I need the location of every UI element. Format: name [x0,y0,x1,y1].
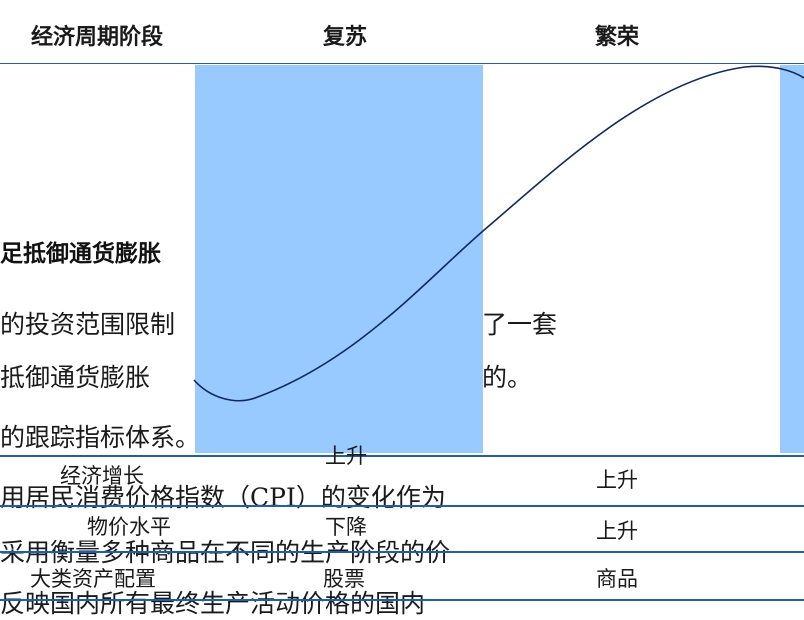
row-price-level-recovery: 下降 [325,515,367,539]
row-divider-3 [0,551,804,553]
header-cycle-stage: 经济周期阶段 [31,25,164,50]
row-asset-allocation-recovery: 股票 [323,567,365,591]
section-heading: 足抵御通货膨胀 [0,241,161,267]
row-divider-4 [0,599,804,601]
row-asset-allocation-boom: 商品 [596,567,638,591]
header-boom: 繁荣 [595,25,640,50]
boom-highlight-block [780,65,804,453]
paragraph-2-line-2: 用居民消费价格指数（CPI）的变化作为 [0,483,446,512]
row-economic-growth-boom: 上升 [596,468,638,492]
header-divider-top [0,63,804,64]
recovery-highlight-block [195,65,483,453]
paragraph-1-line-2-right: 的。 [482,363,533,392]
economic-cycle-curve [193,65,804,402]
table-header: 经济周期阶段 复苏 繁荣 [0,0,804,62]
row-economic-growth-recovery: 上升 [325,444,367,468]
header-recovery: 复苏 [323,25,368,50]
row-price-level-label: 物价水平 [87,515,171,539]
paragraph-1-line-1-left: 的投资范围限制 [0,310,176,339]
paragraph-1-line-1-right: 了一套 [482,310,558,339]
row-price-level-boom: 上升 [596,519,638,543]
row-divider-1 [0,455,804,457]
row-asset-allocation-label: 大类资产配置 [30,567,156,591]
paragraph-1-line-2-left: 抵御通货膨胀 [0,363,151,392]
row-economic-growth-label: 经济增长 [60,464,144,488]
row-divider-2 [0,505,804,507]
cycle-curve-overlay [193,65,804,402]
